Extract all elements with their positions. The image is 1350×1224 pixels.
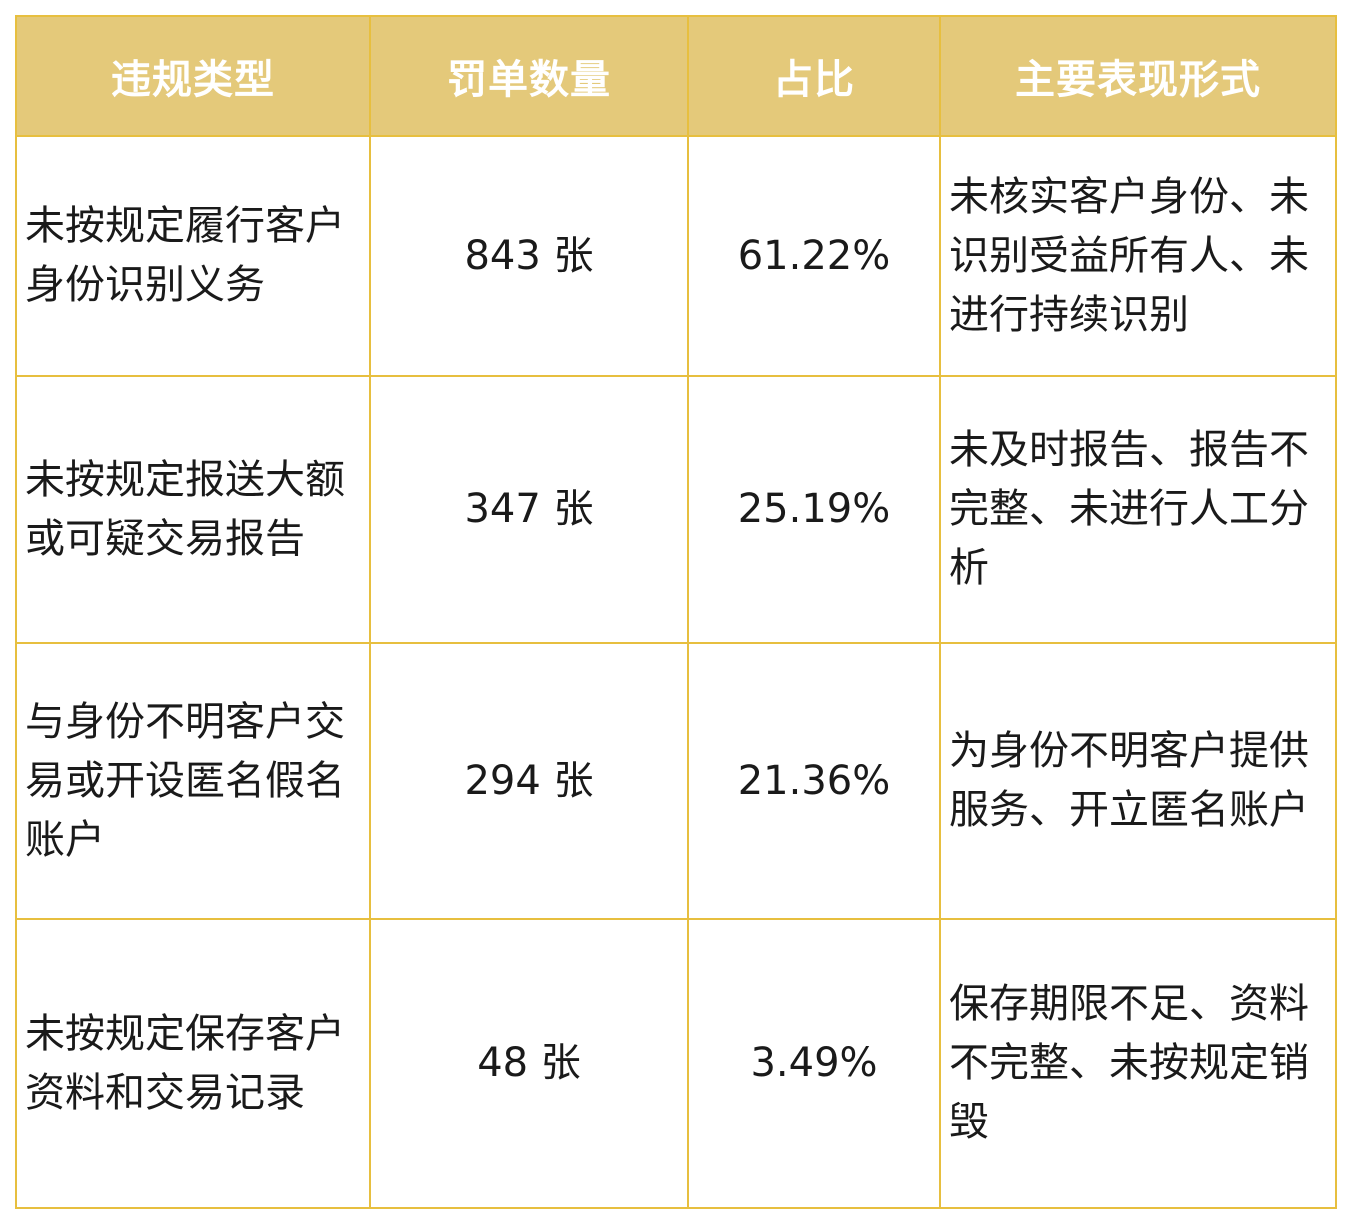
cell-violation-type: 未按规定报送大额或可疑交易报告 (15, 375, 371, 644)
cell-percentage: 61.22% (687, 135, 941, 377)
header-main-forms: 主要表现形式 (939, 15, 1337, 137)
header-penalty-count: 罚单数量 (369, 15, 689, 137)
cell-penalty-count: 294 张 (369, 642, 689, 920)
cell-main-forms: 未核实客户身份、未识别受益所有人、未进行持续识别 (939, 135, 1337, 377)
cell-violation-type: 未按规定保存客户资料和交易记录 (15, 918, 371, 1209)
cell-main-forms: 未及时报告、报告不完整、未进行人工分析 (939, 375, 1337, 644)
table-header-row: 违规类型 罚单数量 占比 主要表现形式 (15, 15, 1337, 137)
table-row: 未按规定报送大额或可疑交易报告 347 张 25.19% 未及时报告、报告不完整… (15, 375, 1337, 644)
cell-penalty-count: 48 张 (369, 918, 689, 1209)
cell-percentage: 25.19% (687, 375, 941, 644)
cell-percentage: 3.49% (687, 918, 941, 1209)
table-row: 未按规定保存客户资料和交易记录 48 张 3.49% 保存期限不足、资料不完整、… (15, 918, 1337, 1209)
cell-penalty-count: 843 张 (369, 135, 689, 377)
violation-table-container: 违规类型 罚单数量 占比 主要表现形式 未按规定履行客户身份识别义务 843 张… (15, 15, 1337, 1209)
cell-penalty-count: 347 张 (369, 375, 689, 644)
cell-violation-type: 未按规定履行客户身份识别义务 (15, 135, 371, 377)
cell-violation-type: 与身份不明客户交易或开设匿名假名账户 (15, 642, 371, 920)
cell-main-forms: 为身份不明客户提供服务、开立匿名账户 (939, 642, 1337, 920)
cell-percentage: 21.36% (687, 642, 941, 920)
header-violation-type: 违规类型 (15, 15, 371, 137)
cell-main-forms: 保存期限不足、资料不完整、未按规定销毁 (939, 918, 1337, 1209)
header-percentage: 占比 (687, 15, 941, 137)
violation-table: 违规类型 罚单数量 占比 主要表现形式 未按规定履行客户身份识别义务 843 张… (15, 15, 1337, 1209)
table-row: 未按规定履行客户身份识别义务 843 张 61.22% 未核实客户身份、未识别受… (15, 135, 1337, 377)
table-row: 与身份不明客户交易或开设匿名假名账户 294 张 21.36% 为身份不明客户提… (15, 642, 1337, 920)
